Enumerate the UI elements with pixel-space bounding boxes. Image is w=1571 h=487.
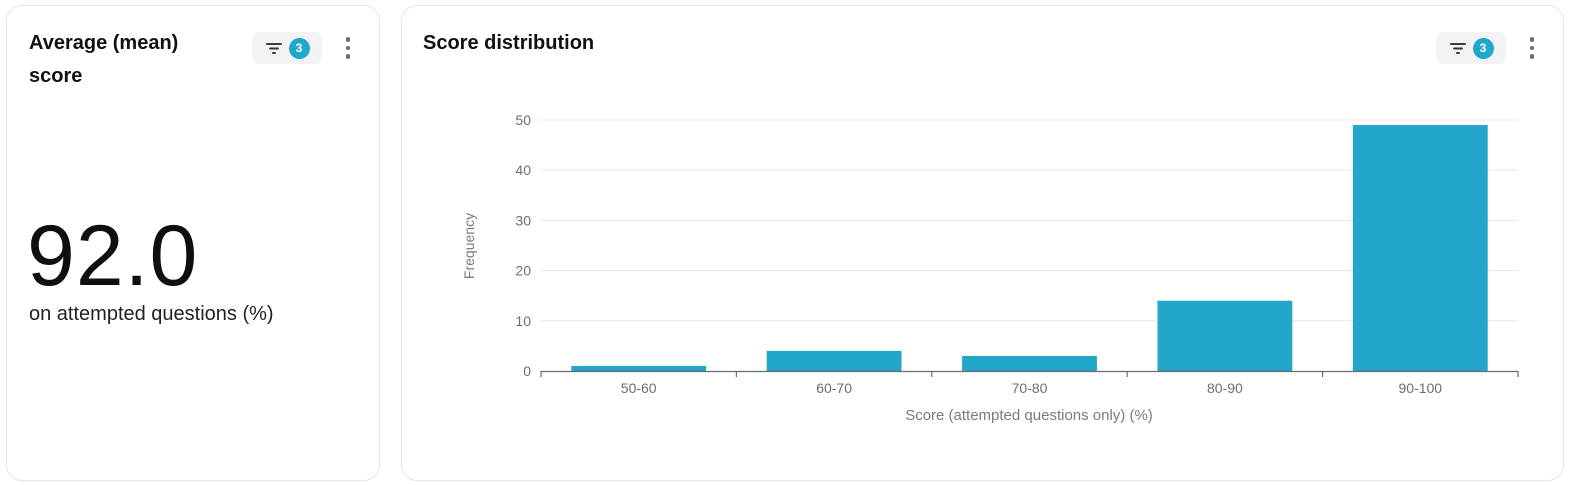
bar-60-70[interactable] (766, 350, 902, 371)
score-distribution-title: Score distribution (423, 32, 595, 54)
average-score-title: Average (mean) score (29, 32, 179, 87)
average-score-menu-button[interactable] (338, 34, 358, 62)
score-distribution-card: Score distribution 3 0 10 20 30 40 50 50-60 60-… (401, 5, 1564, 481)
average-score-caption: on attempted questions (%) (29, 303, 274, 325)
x-tick-label: 90-100 (1399, 380, 1443, 396)
y-tick-label: 10 (515, 313, 531, 329)
y-tick-label: 0 (523, 363, 531, 379)
bar-90-100[interactable] (1352, 125, 1488, 372)
score-distribution-chart: 0 10 20 30 40 50 50-60 60-70 70-80 80-90 90-100 Fr… (461, 112, 1519, 424)
chart-bars (571, 125, 1488, 372)
score-distribution-filter-button[interactable]: 3 (1436, 32, 1506, 64)
x-tick-label: 50-60 (621, 380, 657, 396)
filter-icon (1449, 43, 1466, 54)
x-axis-label: Score (attempted questions only) (%) (905, 407, 1153, 424)
kebab-menu-icon-dot (1529, 54, 1535, 59)
filter-icon (265, 43, 282, 54)
y-tick-label: 50 (515, 112, 531, 128)
filter-count-badge: 3 (1472, 37, 1494, 59)
x-tick-label: 60-70 (816, 380, 852, 396)
kebab-menu-icon-dot (1529, 37, 1535, 42)
x-tick-label: 70-80 (1012, 380, 1048, 396)
y-tick-label: 40 (515, 162, 531, 178)
y-tick-label: 30 (515, 212, 531, 228)
kebab-menu-icon-dot (345, 45, 351, 51)
y-tick-label: 20 (515, 263, 531, 279)
filter-count-badge: 3 (288, 37, 310, 59)
score-distribution-menu-button[interactable] (1522, 34, 1542, 62)
bar-80-90[interactable] (1157, 300, 1293, 371)
kebab-menu-icon-dot (345, 54, 351, 59)
x-tick-label: 80-90 (1207, 380, 1243, 396)
y-axis-label: Frequency (461, 213, 477, 279)
average-score-filter-button[interactable]: 3 (252, 32, 322, 64)
average-score-card: Average (mean) score 3 92.0 on attempted… (6, 5, 380, 481)
chart-axes: 0 10 20 30 40 50 50-60 60-70 70-80 80-90 90-100 (515, 112, 1519, 396)
kebab-menu-icon-dot (345, 37, 351, 42)
kebab-menu-icon-dot (1529, 45, 1535, 51)
average-score-value: 92.0 (27, 208, 199, 304)
bar-50-60[interactable] (571, 365, 707, 371)
bar-70-80[interactable] (962, 355, 1097, 371)
